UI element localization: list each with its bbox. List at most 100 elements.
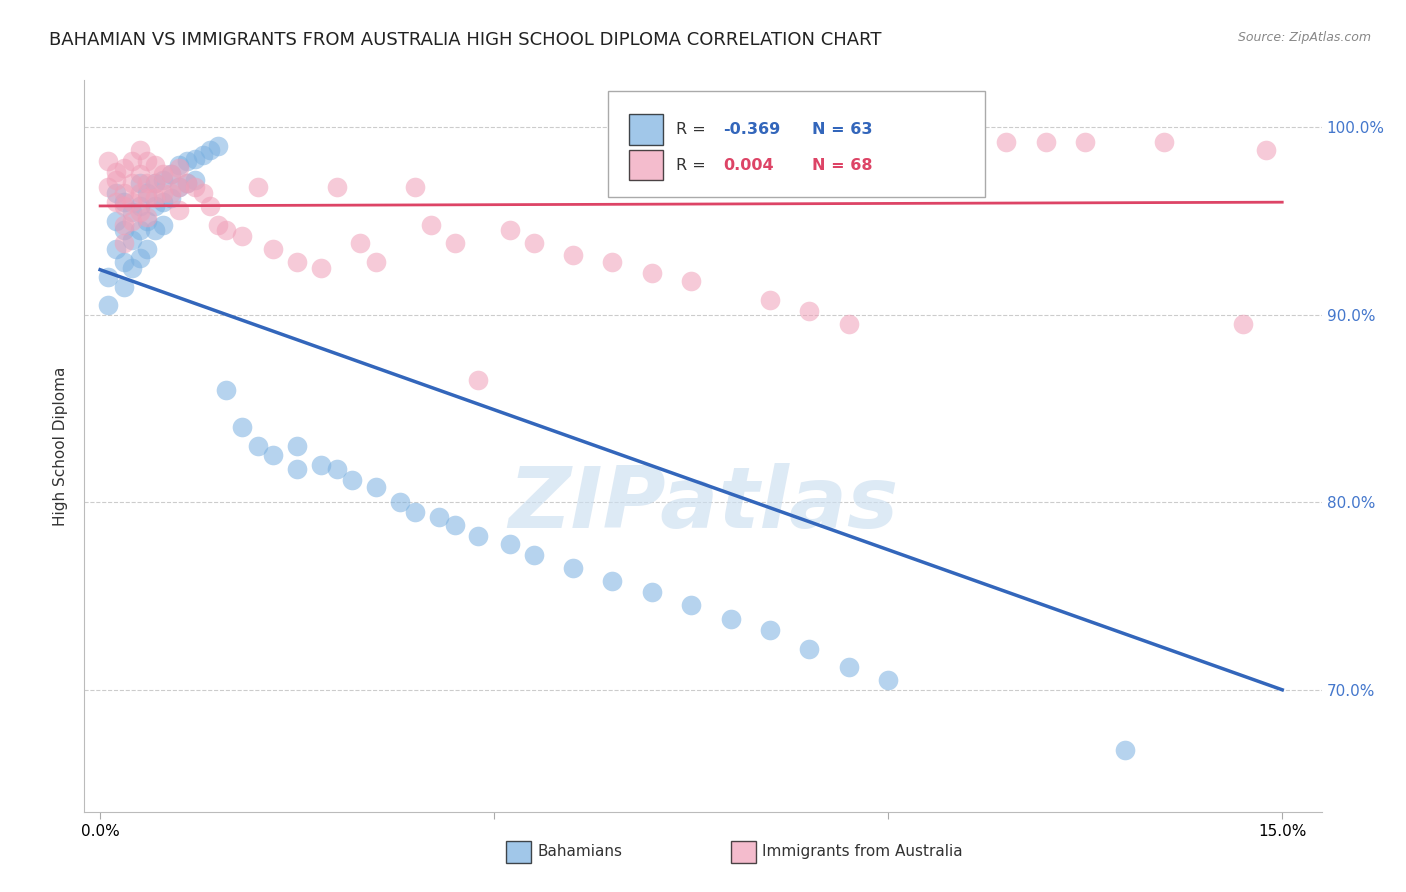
Point: [917, 135, 939, 149]
Point: [1035, 135, 1057, 149]
Point: [499, 536, 522, 550]
Point: [121, 260, 143, 275]
Point: [1074, 135, 1097, 149]
Point: [325, 461, 347, 475]
Point: [1114, 743, 1136, 757]
Point: [215, 383, 238, 397]
Point: [176, 153, 198, 168]
Point: [97, 298, 120, 312]
Point: [104, 172, 127, 186]
Point: [143, 158, 166, 172]
Point: [167, 158, 190, 172]
Y-axis label: High School Diploma: High School Diploma: [53, 367, 69, 525]
Point: [112, 186, 135, 200]
Text: Immigrants from Australia: Immigrants from Australia: [762, 845, 963, 859]
Point: [112, 195, 135, 210]
FancyBboxPatch shape: [607, 91, 986, 197]
Point: [309, 260, 332, 275]
Point: [562, 561, 585, 575]
Point: [121, 204, 143, 219]
Point: [1232, 317, 1254, 331]
Point: [562, 248, 585, 262]
Point: [191, 186, 214, 200]
Point: [443, 517, 465, 532]
Point: [522, 548, 544, 562]
Point: [263, 242, 285, 256]
Point: [160, 191, 183, 205]
Point: [877, 673, 900, 688]
Point: [200, 143, 222, 157]
Point: [128, 167, 150, 181]
Point: [420, 218, 443, 232]
Point: [152, 186, 174, 200]
Point: [467, 373, 489, 387]
Point: [97, 153, 120, 168]
Point: [602, 574, 624, 588]
Point: [104, 186, 127, 200]
Point: [112, 223, 135, 237]
Point: [681, 274, 703, 288]
Point: [246, 439, 269, 453]
Point: [285, 461, 308, 475]
Point: [720, 611, 742, 625]
Point: [956, 135, 979, 149]
Point: [231, 229, 253, 244]
FancyBboxPatch shape: [628, 114, 664, 145]
Point: [246, 180, 269, 194]
Point: [1256, 143, 1278, 157]
Point: [167, 202, 190, 217]
Point: [136, 242, 159, 256]
Text: N = 68: N = 68: [811, 158, 872, 173]
Point: [136, 177, 159, 191]
Point: [112, 218, 135, 232]
Point: [121, 195, 143, 210]
Point: [799, 641, 821, 656]
Point: [443, 236, 465, 251]
Point: [143, 191, 166, 205]
Point: [176, 177, 198, 191]
Point: [104, 195, 127, 210]
Point: [152, 218, 174, 232]
Point: [1153, 135, 1175, 149]
Point: [207, 218, 229, 232]
Text: BAHAMIAN VS IMMIGRANTS FROM AUSTRALIA HIGH SCHOOL DIPLOMA CORRELATION CHART: BAHAMIAN VS IMMIGRANTS FROM AUSTRALIA HI…: [49, 31, 882, 49]
Point: [136, 214, 159, 228]
Point: [152, 172, 174, 186]
Point: [160, 167, 183, 181]
Point: [143, 177, 166, 191]
Point: [112, 236, 135, 251]
Point: [136, 210, 159, 224]
Text: 0.004: 0.004: [723, 158, 773, 173]
Point: [128, 143, 150, 157]
Text: N = 63: N = 63: [811, 122, 872, 136]
Point: [838, 317, 860, 331]
Point: [681, 599, 703, 613]
Point: [404, 180, 426, 194]
Point: [128, 223, 150, 237]
Point: [112, 199, 135, 213]
Point: [167, 180, 190, 194]
Point: [112, 161, 135, 176]
Point: [388, 495, 411, 509]
Point: [128, 204, 150, 219]
Point: [183, 172, 205, 186]
Point: [641, 267, 664, 281]
Point: [128, 177, 150, 191]
Text: R =: R =: [676, 122, 710, 136]
Point: [183, 152, 205, 166]
Point: [404, 505, 426, 519]
Point: [136, 186, 159, 200]
Point: [121, 153, 143, 168]
Text: -0.369: -0.369: [723, 122, 780, 136]
Point: [207, 139, 229, 153]
Point: [364, 255, 387, 269]
Point: [136, 153, 159, 168]
Text: R =: R =: [676, 158, 710, 173]
Point: [325, 180, 347, 194]
Text: ZIPatlas: ZIPatlas: [508, 463, 898, 546]
Point: [176, 177, 198, 191]
Point: [183, 180, 205, 194]
Point: [104, 214, 127, 228]
Point: [121, 214, 143, 228]
Point: [349, 236, 371, 251]
